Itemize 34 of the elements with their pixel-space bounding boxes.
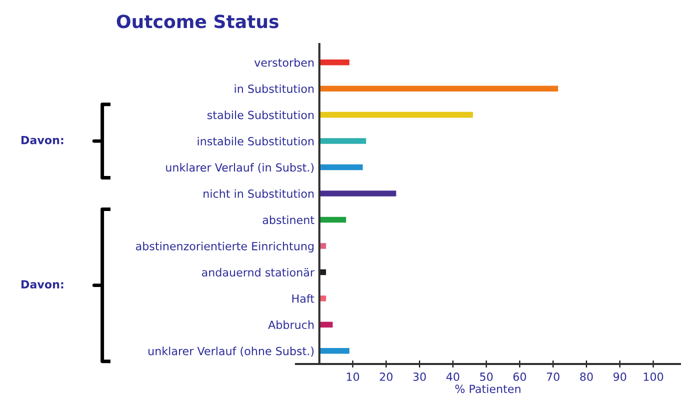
y-tick-label: Abbruch — [268, 320, 314, 330]
x-tick-label: 90 — [613, 372, 626, 381]
y-tick-label: in Substitution — [234, 84, 314, 93]
x-tick-label: 60 — [513, 372, 526, 381]
y-tick-label: instabile Substitution — [198, 136, 314, 146]
y-tick-label: verstorben — [254, 58, 314, 67]
y-tick-label: Haft — [292, 294, 314, 303]
chart-title: Outcome Status — [116, 14, 278, 28]
y-tick-label: nicht in Substitution — [204, 189, 314, 198]
y-tick-label: unklarer Verlauf (in Subst.) — [166, 163, 314, 173]
x-tick-label: 50 — [480, 372, 493, 381]
y-tick-label: unklarer Verlauf (ohne Subst.) — [148, 346, 314, 357]
x-axis-title: % Patienten — [455, 384, 520, 394]
text: Davon: — [21, 280, 64, 289]
bar — [319, 190, 396, 196]
y-tick-label: stabile Substitution — [207, 110, 314, 120]
y-tick-label: abstinent — [262, 216, 314, 224]
bar — [319, 138, 366, 144]
y-tick-label: andauernd stationär — [202, 268, 314, 277]
bar — [319, 216, 346, 223]
bar — [319, 59, 350, 66]
x-tick-label: 80 — [580, 372, 593, 381]
x-tick-label: 70 — [546, 372, 560, 381]
x-tick-label: 100 — [644, 372, 664, 381]
text: Davon: — [21, 136, 64, 144]
bar — [319, 112, 473, 118]
x-tick-label: 40 — [446, 372, 460, 381]
bar — [319, 86, 558, 92]
x-tick-label: 30 — [413, 372, 426, 381]
y-tick-label: abstinenzorientierte Einrichtung — [136, 242, 314, 252]
x-tick-label: 20 — [380, 372, 392, 381]
x-tick-label: 10 — [346, 372, 360, 381]
bar — [319, 348, 350, 354]
bar — [319, 164, 363, 170]
